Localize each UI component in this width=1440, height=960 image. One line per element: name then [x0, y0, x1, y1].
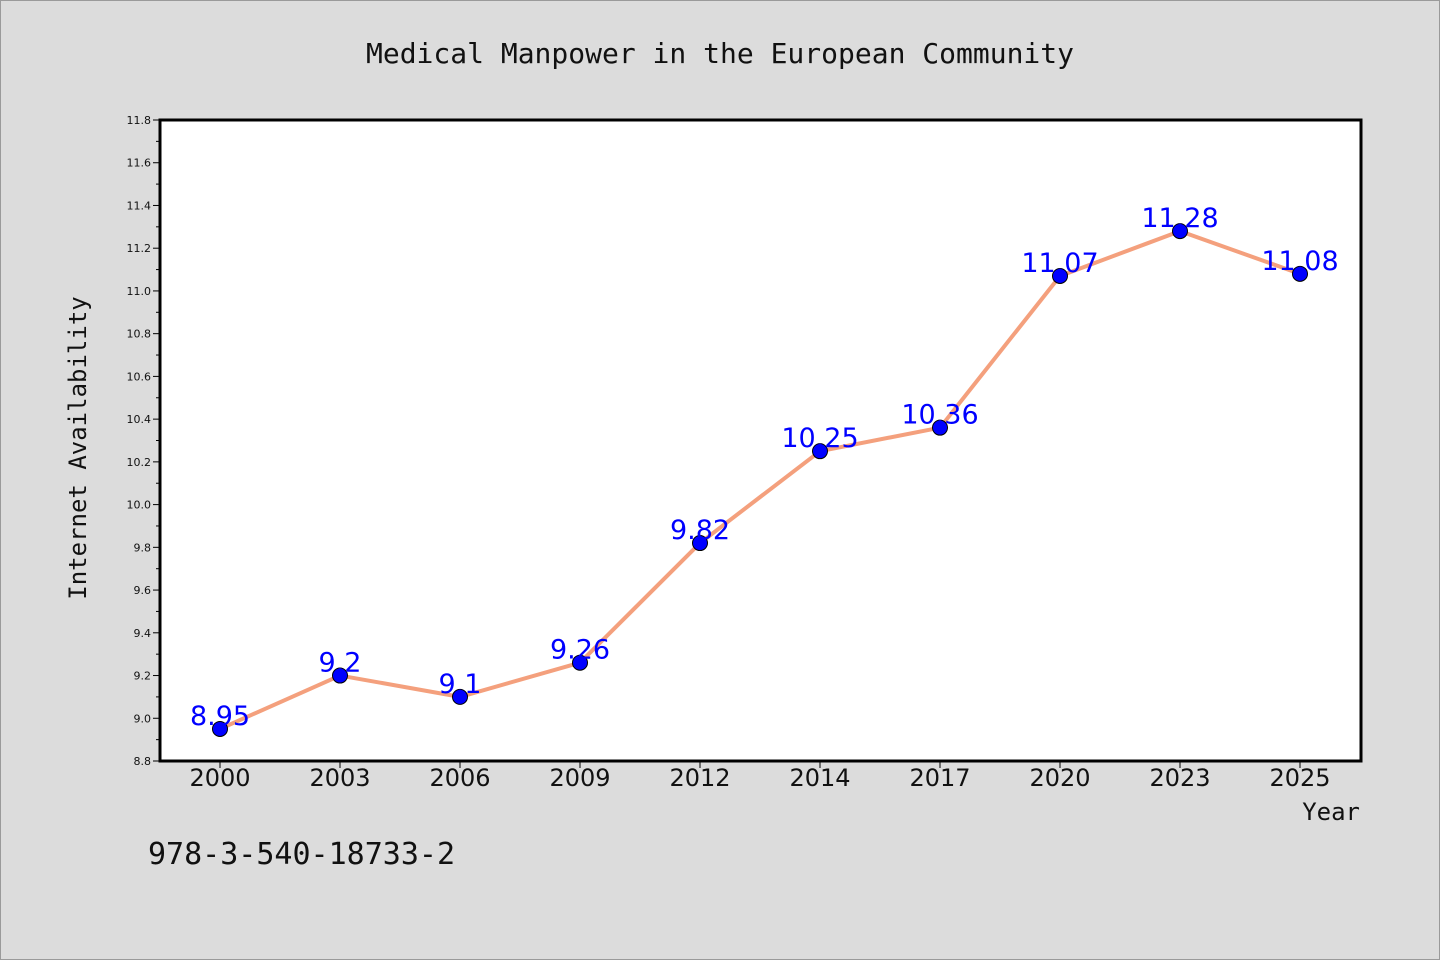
- data-point: [812, 443, 828, 460]
- x-tick-label: 2017: [909, 764, 970, 792]
- y-tick-label: 11.4: [127, 199, 152, 212]
- y-tick-label: 9.2: [134, 670, 152, 683]
- x-tick-label: 2014: [789, 764, 850, 792]
- data-point: [452, 688, 468, 705]
- data-label: 9.26: [550, 635, 610, 666]
- y-tick-label: 10.0: [127, 499, 152, 512]
- data-point: [212, 720, 228, 737]
- y-tick-label: 9.4: [134, 627, 152, 640]
- y-tick-label: 11.6: [127, 157, 152, 170]
- data-point: [1052, 267, 1068, 284]
- series-line: [219, 229, 1301, 731]
- data-label: 11.28: [1141, 203, 1218, 234]
- data-point: [332, 667, 348, 684]
- y-axis-label: Internet Availability: [64, 296, 92, 599]
- data-label: 9.1: [439, 669, 482, 700]
- y-tick-label: 8.8: [134, 755, 152, 768]
- data-label: 9.82: [670, 515, 730, 546]
- x-tick-label: 2006: [429, 764, 490, 792]
- data-point: [1292, 265, 1308, 282]
- y-tick-label: 11.0: [127, 285, 152, 298]
- x-axis: 2000 2003 2006 2009 2012 2014 2017 2020 2023 2025: [189, 761, 1331, 792]
- x-tick-label: 2023: [1149, 764, 1210, 792]
- x-tick-label: 2012: [669, 764, 730, 792]
- data-point: [1172, 223, 1188, 240]
- data-label: 10.25: [781, 423, 858, 454]
- data-point: [692, 535, 708, 552]
- data-point: [932, 419, 948, 436]
- isbn-annotation: 978-3-540-18733-2: [148, 837, 455, 872]
- x-tick-label: 2009: [549, 764, 610, 792]
- y-tick-label: 9.0: [134, 712, 152, 725]
- data-label: 11.08: [1261, 246, 1338, 277]
- data-point: [572, 654, 588, 671]
- x-tick-label: 2025: [1269, 764, 1330, 792]
- data-label: 11.07: [1021, 248, 1098, 279]
- series-layer: 8.95 9.2 9.1 9.26 9.82 10.25 10.36 11.07 11.28 11…: [190, 203, 1339, 737]
- y-tick-label: 10.4: [127, 413, 152, 426]
- x-axis-label: Year: [1302, 798, 1360, 826]
- y-tick-label: 10.2: [127, 456, 152, 469]
- y-tick-label: 9.8: [134, 541, 152, 554]
- data-label: 9.2: [319, 648, 362, 679]
- y-axis: 8.8 9.0 9.2 9.4 9.6 9.8 10.0 10.2 10.4 10.6 10.8 11…: [127, 114, 160, 768]
- x-tick-label: 2003: [309, 764, 370, 792]
- plot-area: [160, 120, 1361, 761]
- y-tick-label: 10.8: [127, 328, 152, 341]
- plot-border: [158, 118, 1363, 763]
- x-tick-label: 2000: [189, 764, 250, 792]
- y-tick-label: 11.8: [127, 114, 152, 127]
- y-tick-label: 10.6: [127, 370, 152, 383]
- y-tick-label: 9.6: [134, 584, 152, 597]
- y-tick-label: 11.2: [127, 242, 152, 255]
- data-label: 10.36: [901, 400, 978, 431]
- x-tick-label: 2020: [1029, 764, 1090, 792]
- chart-title: Medical Manpower in the European Communi…: [366, 37, 1074, 70]
- data-label: 8.95: [190, 701, 250, 732]
